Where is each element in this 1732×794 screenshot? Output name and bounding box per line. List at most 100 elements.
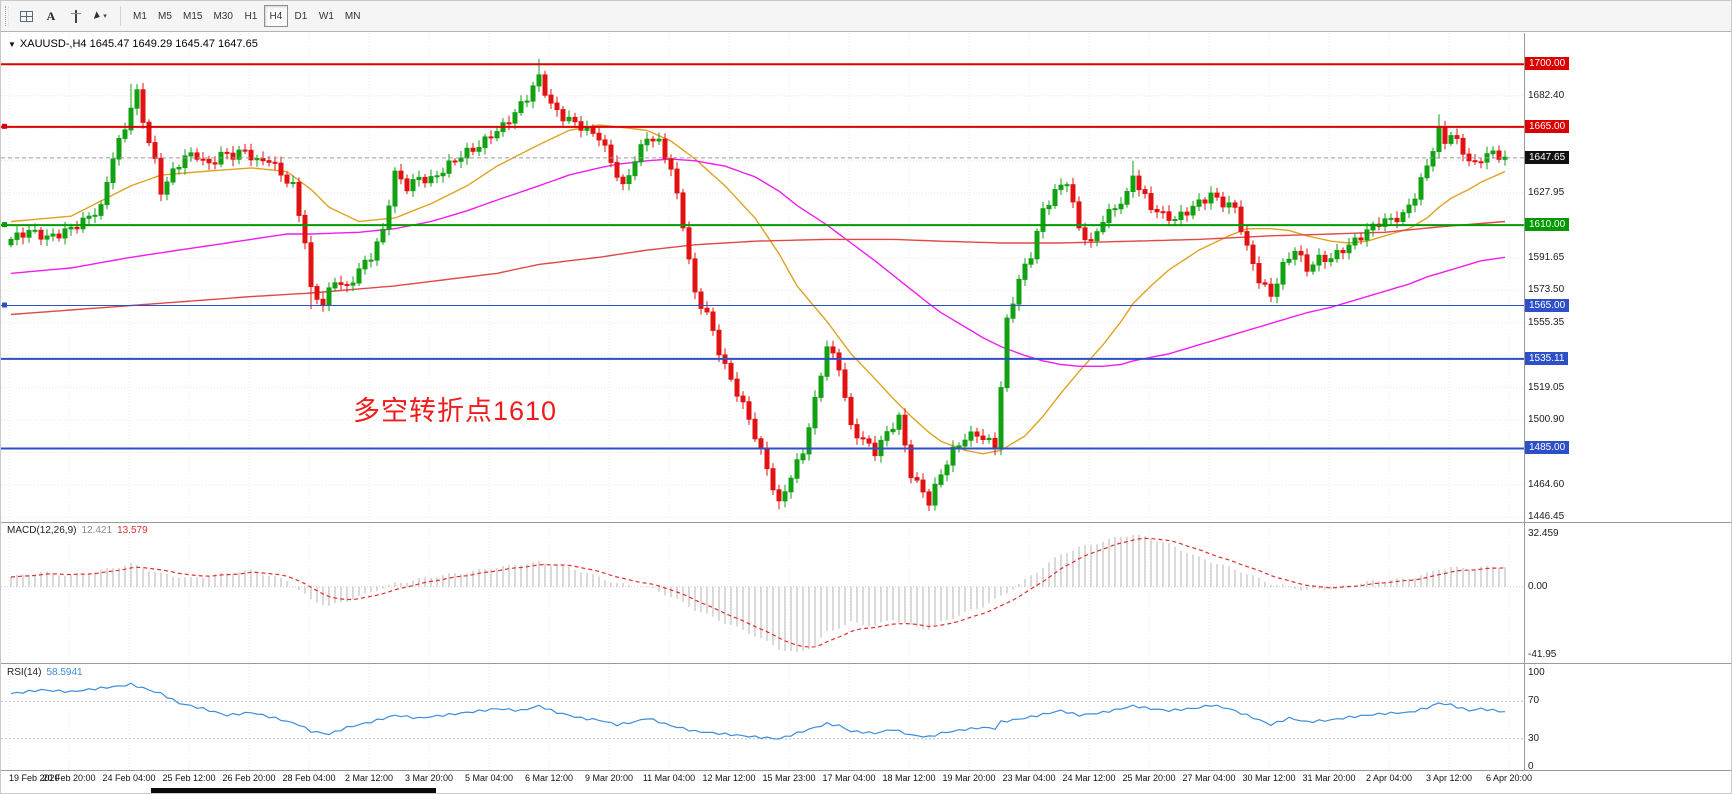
ma-fast-orange	[10, 124, 1506, 455]
symbol-info: ▼ XAUUSD-,H4 1645.47 1649.29 1645.47 1647…	[8, 38, 258, 50]
macd-indicator-label: MACD(12,26,9) 12.421 13.579	[7, 525, 153, 536]
timeframe-button-w1[interactable]: W1	[314, 5, 339, 27]
time-label: 6 Mar 12:00	[524, 773, 574, 783]
timeframe-button-m1[interactable]: M1	[128, 5, 152, 27]
rsi-line	[10, 682, 1506, 740]
time-label: 6 Apr 20:00	[1485, 773, 1533, 783]
main-chart-plot[interactable]	[1, 33, 1524, 522]
timeframe-toolbar: M1 M5 M15 M30 H1 H4 D1 W1 MN	[128, 5, 365, 27]
macd-plot[interactable]	[1, 523, 1524, 663]
time-label: 24 Feb 04:00	[102, 773, 156, 783]
chart-grid-button[interactable]	[14, 5, 38, 27]
macd-axis-label: 0.00	[1528, 580, 1548, 592]
chart-annotation-text: 多空转折点1610	[353, 396, 558, 426]
panel-separator[interactable]	[1, 522, 1731, 523]
vertical-line-icon	[71, 9, 81, 23]
timeframe-button-mn[interactable]: MN	[340, 5, 366, 27]
toolbar-grip	[5, 6, 9, 26]
toolbar-separator	[120, 6, 121, 26]
price-grid-label: 1464.60	[1528, 478, 1565, 490]
macd-value-main: 12.421	[81, 525, 113, 536]
horizontal-level-lines[interactable]	[1, 63, 1524, 450]
time-label: 26 Feb 20:00	[222, 773, 276, 783]
macd-signal-line	[10, 537, 1506, 648]
price-grid-label: 1555.35	[1528, 316, 1565, 328]
price-grid-label: 1519.05	[1528, 381, 1565, 393]
time-label: 27 Mar 04:00	[1182, 773, 1236, 783]
ma-mid-magenta	[10, 158, 1506, 367]
timeframe-button-h1[interactable]: H1	[239, 5, 263, 27]
price-grid-label: 1591.65	[1528, 251, 1565, 263]
time-label: 24 Mar 12:00	[1062, 773, 1116, 783]
chart-grid-icon	[19, 10, 33, 22]
level-price-badge: 1665.00	[1525, 119, 1570, 133]
symbol-ohlc-text: XAUUSD-,H4 1645.47 1649.29 1645.47 1647.…	[19, 38, 258, 50]
time-label: 12 Mar 12:00	[702, 773, 756, 783]
time-label: 2 Mar 12:00	[344, 773, 394, 783]
toolbar: A ▾ M1 M5 M15 M30 H1 H4 D1 W1 MN	[1, 1, 1731, 32]
chevron-down-icon: ▾	[103, 13, 107, 20]
time-label: 30 Mar 12:00	[1242, 773, 1296, 783]
timeframe-button-m5[interactable]: M5	[153, 5, 177, 27]
rsi-axis-label: 100	[1528, 667, 1545, 678]
time-label: 23 Mar 04:00	[1002, 773, 1056, 783]
time-label: 2 Apr 04:00	[1365, 773, 1413, 783]
rsi-value: 58.5941	[46, 667, 83, 678]
rsi-indicator-label: RSI(14) 58.5941	[7, 667, 88, 678]
time-label: 31 Mar 20:00	[1302, 773, 1356, 783]
time-label: 25 Feb 12:00	[162, 773, 216, 783]
current-price-badge: 1647.65	[1525, 150, 1570, 164]
text-tool-icon: A	[46, 8, 56, 23]
time-label: 11 Mar 04:00	[642, 773, 696, 783]
text-tool-button[interactable]: A	[39, 5, 63, 27]
taskbar-fragment	[151, 788, 436, 793]
time-label: 19 Feb 2020	[9, 773, 60, 783]
macd-histogram	[10, 534, 1506, 653]
macd-axis-label: 32.459	[1528, 528, 1559, 540]
ma-slow-red	[10, 220, 1506, 316]
time-label: 20 Feb 20:00	[42, 773, 96, 783]
price-axis-line	[1524, 33, 1525, 770]
price-grid-label: 1682.40	[1528, 89, 1565, 101]
rsi-name: RSI(14)	[7, 667, 42, 678]
time-label: 9 Mar 20:00	[584, 773, 634, 783]
rsi-axis-label: 0	[1528, 761, 1534, 772]
level-price-badge: 1535.11	[1525, 351, 1569, 365]
price-grid-label: 1500.90	[1528, 414, 1565, 426]
candles-up-layer	[8, 58, 1508, 511]
timeframe-button-h4[interactable]: H4	[263, 5, 288, 27]
rsi-axis-label: 70	[1528, 695, 1540, 707]
level-price-badge: 1565.00	[1525, 298, 1570, 312]
level-price-badge: 1610.00	[1525, 218, 1570, 232]
candles-down-layer	[20, 70, 1502, 511]
price-grid-label: 1446.45	[1528, 511, 1565, 523]
panel-separator	[1, 770, 1731, 771]
time-label: 18 Mar 12:00	[882, 773, 936, 783]
time-label: 3 Apr 12:00	[1425, 773, 1473, 783]
macd-name: MACD(12,26,9)	[7, 525, 77, 536]
rsi-plot[interactable]	[1, 664, 1524, 770]
time-label: 25 Mar 20:00	[1122, 773, 1176, 783]
price-grid-label: 1627.95	[1528, 187, 1565, 199]
level-price-badge: 1700.00	[1525, 57, 1570, 71]
level-price-badge: 1485.00	[1525, 441, 1570, 455]
time-label: 17 Mar 04:00	[822, 773, 876, 783]
time-label: 3 Mar 20:00	[404, 773, 454, 783]
time-label: 19 Mar 20:00	[942, 773, 996, 783]
macd-axis-label: -41.95	[1528, 649, 1557, 660]
time-label: 28 Feb 04:00	[282, 773, 336, 783]
time-label: 5 Mar 04:00	[464, 773, 514, 783]
cursor-icon	[94, 11, 102, 21]
time-label: 15 Mar 23:00	[762, 773, 816, 783]
rsi-axis-label: 30	[1528, 732, 1540, 744]
timeframe-button-m30[interactable]: M30	[208, 5, 237, 27]
objects-dropdown-button[interactable]: ▾	[89, 5, 113, 27]
panel-separator[interactable]	[1, 663, 1731, 664]
price-grid-label: 1573.50	[1528, 284, 1565, 296]
timeframe-button-d1[interactable]: D1	[289, 5, 313, 27]
timeframe-button-m15[interactable]: M15	[178, 5, 207, 27]
vertical-line-tool-button[interactable]	[64, 5, 88, 27]
macd-value-signal: 13.579	[117, 525, 148, 536]
one-click-trading-arrow[interactable]: ▼	[8, 40, 16, 49]
